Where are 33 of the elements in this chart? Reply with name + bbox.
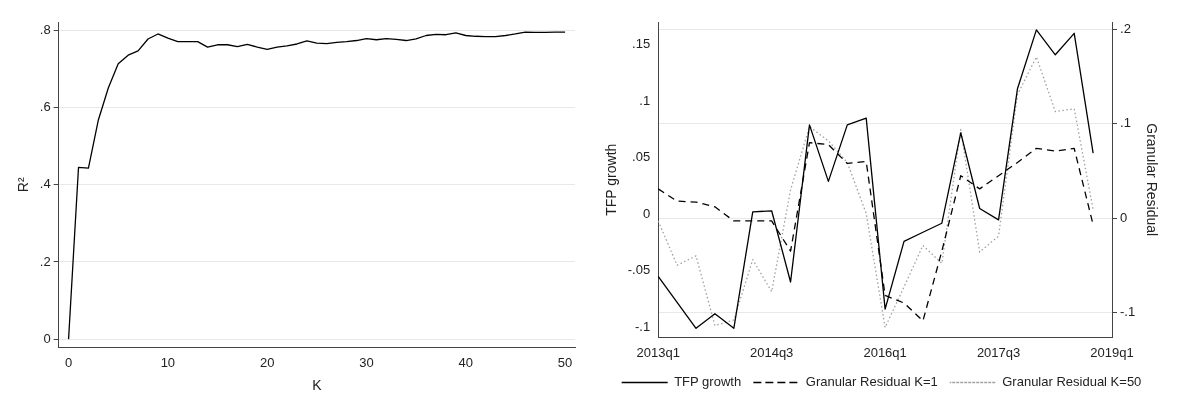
x-tick-label: 50 <box>557 354 573 370</box>
x-tick-label: 2017q3 <box>976 344 1021 360</box>
y-tick-label: .15 <box>632 36 651 52</box>
y-tick-label: .1 <box>639 92 651 108</box>
y2-tick-label: .2 <box>1120 21 1131 37</box>
y2-tick-label: -.1 <box>1120 303 1136 319</box>
y-tick-label: .2 <box>39 253 51 269</box>
x-tick-label: 40 <box>458 354 473 370</box>
legend-label: Granular Residual K=1 <box>805 374 938 390</box>
x-tick-label: 2019q1 <box>1090 344 1134 360</box>
x-tick-label: 10 <box>160 354 176 370</box>
legend-label: Granular Residual K=50 <box>1002 374 1142 390</box>
x-tick-label: 30 <box>359 354 374 370</box>
y2-tick-label: 0 <box>1120 209 1128 225</box>
y2-axis-title: Granular Residual <box>1143 123 1160 237</box>
x-tick-label: 2016q1 <box>863 344 907 360</box>
y2-tick-label: .1 <box>1120 115 1131 131</box>
y-tick-label: -.05 <box>627 262 651 278</box>
y-tick-label: .05 <box>632 149 651 165</box>
legend-label: TFP growth <box>674 374 742 390</box>
y-axis-title: TFP growth <box>603 143 620 216</box>
x-tick-label: 2013q1 <box>636 344 680 360</box>
y-tick-label: -.1 <box>635 318 651 334</box>
y-tick-label: .4 <box>39 176 51 192</box>
x-tick-label: 0 <box>64 354 73 370</box>
x-tick-label: 2014q3 <box>749 344 794 360</box>
y-tick-label: .6 <box>39 99 51 115</box>
x-tick-label: 20 <box>259 354 275 370</box>
y-tick-label: 0 <box>43 330 51 346</box>
y-tick-label: .8 <box>39 22 51 38</box>
y-tick-label: 0 <box>642 205 651 221</box>
y-axis-title: R² <box>15 177 32 193</box>
x-axis-title: K <box>312 377 323 394</box>
